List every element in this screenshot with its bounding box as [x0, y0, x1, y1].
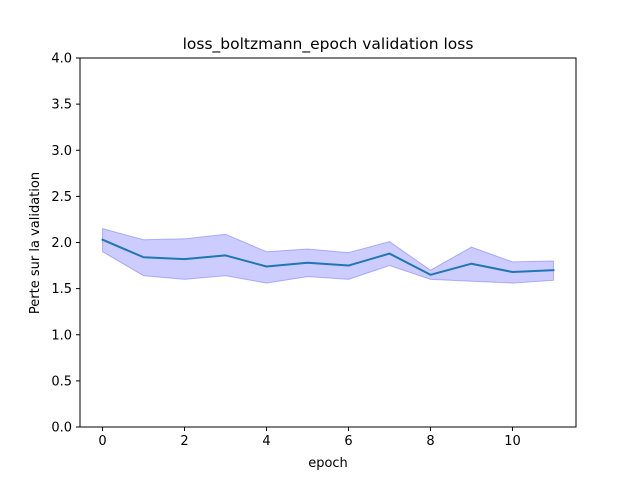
data-point: [511, 271, 514, 273]
x-tick-label: 4: [262, 434, 270, 449]
y-tick-label: 2.0: [51, 236, 72, 251]
x-tick-label: 8: [426, 434, 434, 449]
y-tick-label: 4.0: [51, 52, 72, 67]
y-tick-label: 0.5: [51, 374, 72, 389]
x-tick-label: 10: [504, 434, 521, 449]
y-axis-label: Perte sur la validation: [28, 172, 43, 314]
data-point: [183, 258, 186, 260]
data-point: [142, 256, 145, 259]
data-point: [224, 254, 227, 257]
plot-area: [101, 228, 555, 284]
data-point: [470, 262, 473, 265]
x-axis-label: epoch: [308, 456, 348, 471]
y-tick-label: 2.5: [51, 190, 72, 205]
data-point: [388, 252, 391, 255]
data-point: [552, 269, 555, 271]
y-tick-label: 3.5: [51, 98, 72, 113]
chart-title: loss_boltzmann_epoch validation loss: [183, 35, 474, 54]
y-tick-label: 1.0: [51, 328, 72, 343]
data-point: [347, 264, 350, 267]
y-tick-label: 1.5: [51, 282, 72, 297]
data-point: [306, 261, 309, 264]
data-point: [265, 265, 268, 268]
y-tick-label: 0.0: [51, 421, 72, 436]
data-point: [429, 273, 432, 276]
y-tick-label: 3.0: [51, 144, 72, 159]
axes: 0 2 4 6 8 10 0.0 0.5 1.0 1.5 2.0 2.5 3.0 3.5 4.0: [51, 52, 577, 449]
data-point: [101, 238, 104, 241]
confidence-band: [102, 228, 554, 284]
x-tick-label: 2: [180, 434, 188, 449]
x-tick-label: 0: [98, 434, 106, 449]
x-tick-label: 6: [344, 434, 352, 449]
series-line: [101, 238, 555, 276]
